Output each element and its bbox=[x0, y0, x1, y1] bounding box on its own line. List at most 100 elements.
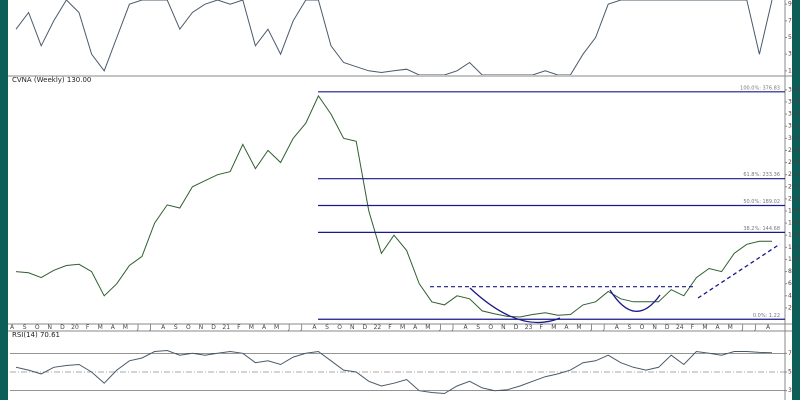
x-tick-label: A bbox=[312, 324, 317, 331]
y-tick-label: 120 bbox=[788, 244, 800, 251]
x-tick-label: S bbox=[476, 324, 480, 331]
x-tick-label: M bbox=[274, 324, 279, 331]
x-tick-label: J bbox=[602, 324, 605, 331]
x-tick-label: A bbox=[716, 324, 721, 331]
x-tick-label: M bbox=[98, 324, 103, 331]
y-tick-label: 340 bbox=[788, 111, 800, 118]
fib-label: 61.8%: 233.36 bbox=[743, 172, 780, 178]
y-tick-label: 70 bbox=[788, 350, 796, 357]
x-tick-label: F bbox=[539, 324, 543, 331]
x-tick-label: S bbox=[174, 324, 178, 331]
x-tick-label: M bbox=[425, 324, 430, 331]
x-tick-label: M bbox=[551, 324, 556, 331]
x-tick-label: F bbox=[86, 324, 90, 331]
x-tick-label: 20 bbox=[71, 324, 79, 331]
y-tick-label: 70 bbox=[788, 17, 796, 24]
y-tick-label: 80 bbox=[788, 268, 796, 275]
y-tick-label: 300 bbox=[788, 135, 800, 142]
x-tick-label: A bbox=[111, 324, 116, 331]
x-tick-label: S bbox=[325, 324, 329, 331]
fib-label: 0.0%: 1.22 bbox=[753, 313, 780, 319]
x-tick-label: 21 bbox=[222, 324, 230, 331]
y-tick-label: 20 bbox=[788, 304, 796, 311]
x-tick-label: 24 bbox=[676, 324, 684, 331]
x-tick-label: O bbox=[488, 324, 493, 331]
x-tick-label: O bbox=[35, 324, 40, 331]
y-tick-label: 160 bbox=[788, 220, 800, 227]
x-tick-label: J bbox=[451, 324, 454, 331]
x-tick-label: D bbox=[514, 324, 519, 331]
x-tick-label: N bbox=[199, 324, 204, 331]
y-tick-label: 360 bbox=[788, 98, 800, 105]
x-tick-label: J bbox=[754, 324, 757, 331]
frame-left bbox=[0, 0, 8, 400]
y-tick-label: 260 bbox=[788, 159, 800, 166]
x-tick-label: D bbox=[665, 324, 670, 331]
x-tick-label: J bbox=[590, 324, 593, 331]
series-line bbox=[15, 94, 772, 318]
series-line bbox=[15, 0, 773, 75]
x-tick-label: 23 bbox=[525, 324, 533, 331]
y-tick-label: 30 bbox=[788, 51, 796, 58]
x-tick-label: M bbox=[123, 324, 128, 331]
x-tick-label: J bbox=[741, 324, 744, 331]
fib-label: 100.0%: 376.83 bbox=[740, 85, 780, 91]
y-tick-label: 60 bbox=[788, 280, 796, 287]
x-tick-label: N bbox=[48, 324, 53, 331]
y-tick-label: 30 bbox=[788, 387, 796, 394]
x-tick-label: A bbox=[615, 324, 620, 331]
y-tick-label: 320 bbox=[788, 123, 800, 130]
x-tick-label: J bbox=[439, 324, 442, 331]
rsi-title: RSI(14) 70.61 bbox=[12, 331, 60, 339]
x-tick-label: J bbox=[136, 324, 139, 331]
cup-curve bbox=[469, 287, 561, 324]
x-tick-label: A bbox=[262, 324, 267, 331]
x-tick-label: S bbox=[627, 324, 631, 331]
x-tick-label: D bbox=[362, 324, 367, 331]
x-tick-label: M bbox=[400, 324, 405, 331]
y-tick-label: 50 bbox=[788, 34, 796, 41]
x-tick-label: A bbox=[564, 324, 569, 331]
y-tick-label: 10 bbox=[788, 67, 796, 74]
x-tick-label: N bbox=[501, 324, 506, 331]
x-tick-label: S bbox=[23, 324, 27, 331]
fib-label: 38.2%: 144.68 bbox=[743, 226, 780, 232]
y-tick-label: 140 bbox=[788, 232, 800, 239]
x-tick-label: D bbox=[60, 324, 65, 331]
x-tick-label: F bbox=[691, 324, 695, 331]
x-tick-label: A bbox=[10, 324, 15, 331]
x-tick-label: 22 bbox=[374, 324, 382, 331]
x-tick-label: A bbox=[161, 324, 166, 331]
y-tick-label: 180 bbox=[788, 207, 800, 214]
x-tick-label: F bbox=[237, 324, 241, 331]
y-tick-label: 40 bbox=[788, 292, 796, 299]
x-tick-label: F bbox=[388, 324, 392, 331]
x-tick-label: J bbox=[300, 324, 303, 331]
series-line bbox=[15, 349, 773, 395]
y-tick-label: 240 bbox=[788, 171, 800, 178]
fib-label: 50.0%: 189.02 bbox=[743, 199, 780, 205]
y-tick-label: 200 bbox=[788, 195, 800, 202]
x-tick-label: M bbox=[249, 324, 254, 331]
x-tick-label: J bbox=[149, 324, 152, 331]
x-tick-label: A bbox=[766, 324, 771, 331]
x-tick-label: M bbox=[728, 324, 733, 331]
handle-curve bbox=[609, 289, 661, 312]
y-tick-label: 380 bbox=[788, 86, 800, 93]
x-tick-label: A bbox=[413, 324, 418, 331]
y-tick-label: 100 bbox=[788, 256, 800, 263]
trend-line bbox=[697, 243, 781, 299]
x-tick-label: O bbox=[337, 324, 342, 331]
frame-right bbox=[792, 0, 800, 400]
y-tick-label: 50 bbox=[788, 369, 796, 376]
x-tick-label: M bbox=[576, 324, 581, 331]
y-tick-label: 220 bbox=[788, 183, 800, 190]
x-tick-label: D bbox=[211, 324, 216, 331]
x-tick-label: O bbox=[186, 324, 191, 331]
x-tick-label: M bbox=[702, 324, 707, 331]
x-tick-label: A bbox=[464, 324, 469, 331]
y-tick-label: 90 bbox=[788, 1, 796, 8]
price-title: CVNA (Weekly) 130.00 bbox=[12, 76, 91, 84]
